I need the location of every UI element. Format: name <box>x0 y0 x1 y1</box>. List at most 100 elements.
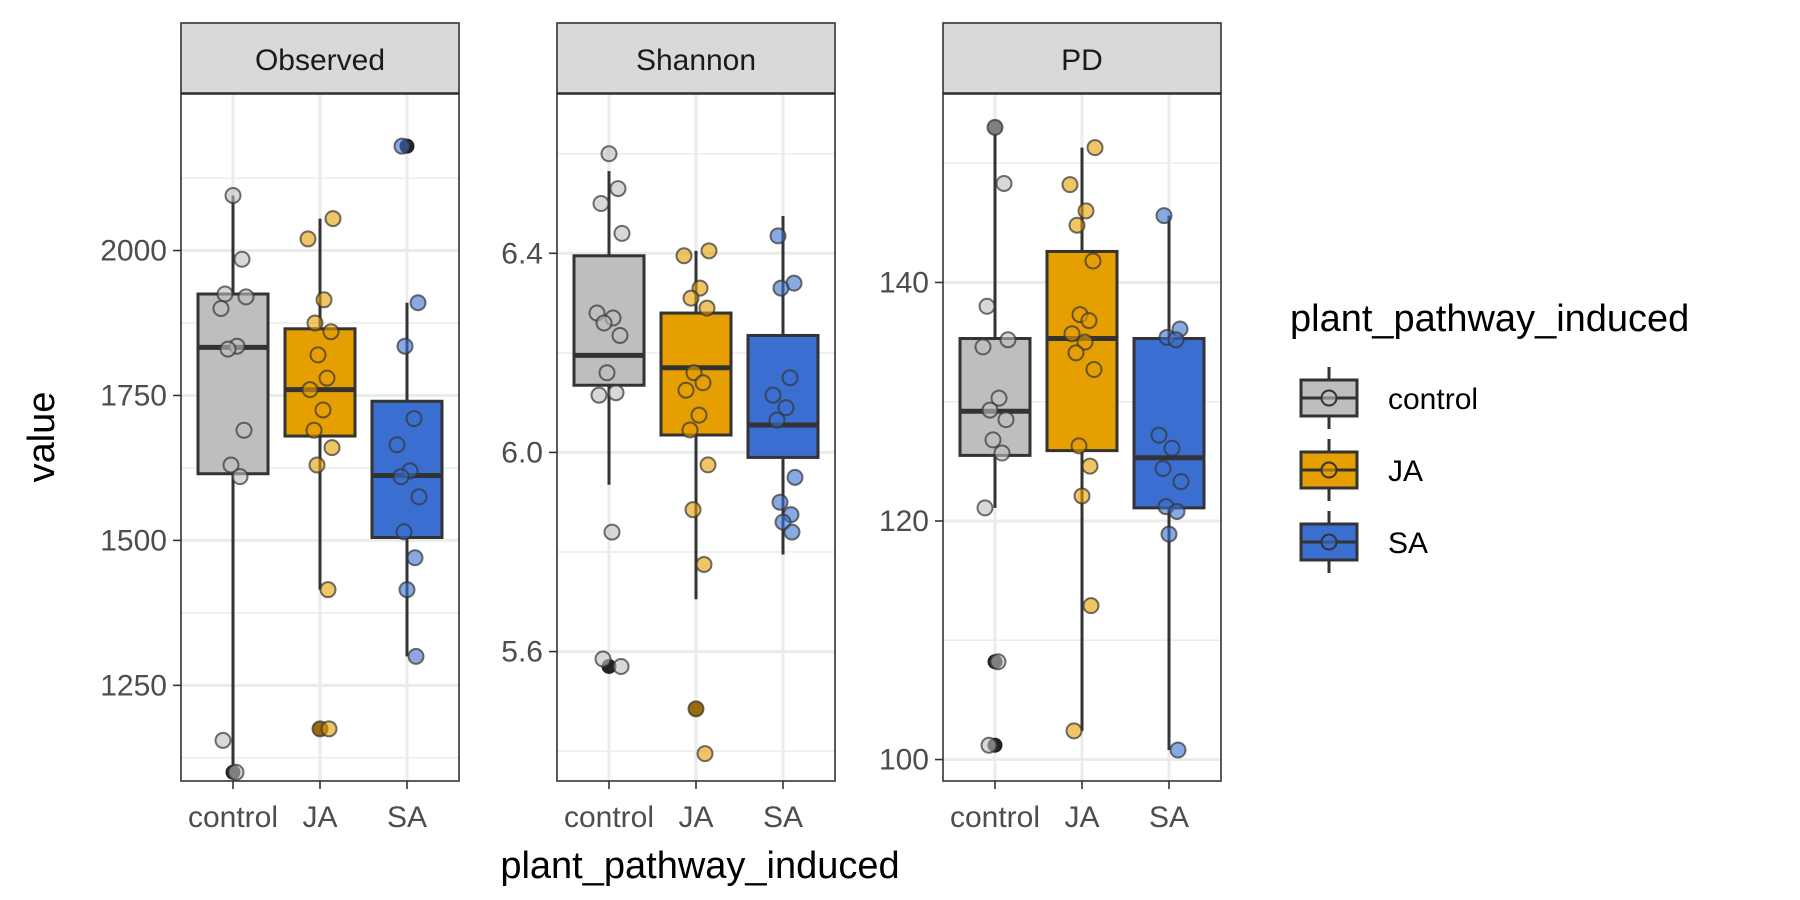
data-point <box>1154 460 1172 478</box>
data-point <box>986 118 1004 136</box>
data-point <box>1085 361 1103 379</box>
legend-label: control <box>1388 383 1478 416</box>
data-point <box>777 399 795 417</box>
data-point <box>299 230 317 248</box>
data-point <box>212 300 230 318</box>
data-point <box>1076 333 1094 351</box>
data-point <box>410 488 428 506</box>
y-tick-label: 140 <box>879 266 929 299</box>
data-point <box>1167 331 1185 349</box>
y-tick-label: 1750 <box>100 379 167 412</box>
data-point <box>214 731 232 749</box>
data-point <box>595 314 613 332</box>
strip-background <box>942 22 1222 94</box>
data-point <box>700 242 718 260</box>
data-point <box>974 338 992 356</box>
box-iqr <box>1132 337 1206 510</box>
data-point <box>305 421 323 439</box>
data-point <box>768 411 786 429</box>
data-point <box>1065 722 1083 740</box>
data-point <box>981 401 999 419</box>
panel-observed: Observed 1250 1500 1750 2000 control JA SA <box>100 22 460 834</box>
data-point <box>598 364 616 382</box>
data-point <box>694 374 712 392</box>
legend-item-control: control <box>1299 367 1478 429</box>
data-point <box>1086 139 1104 157</box>
y-axis-title: value <box>21 392 63 483</box>
data-point <box>1172 473 1190 491</box>
panel-shannon: Shannon 5.6 6.0 6.4 control JA SA <box>501 22 836 834</box>
data-point <box>235 421 253 439</box>
data-point <box>990 389 1008 407</box>
data-point <box>395 523 413 541</box>
y-tick-label: 6.0 <box>501 436 543 469</box>
data-point <box>319 581 337 599</box>
data-point <box>592 195 610 213</box>
data-point <box>306 314 324 332</box>
y-tick-label: 5.6 <box>501 636 543 669</box>
legend-item-sa: SA <box>1299 511 1428 573</box>
data-point <box>769 227 787 245</box>
data-point <box>318 369 336 387</box>
y-tick-label: 1250 <box>100 669 167 702</box>
box-sa <box>1132 215 1206 750</box>
data-point <box>308 456 326 474</box>
data-point <box>1068 216 1086 234</box>
x-tick-label: SA <box>387 801 427 834</box>
data-point <box>405 410 423 428</box>
data-point <box>609 180 627 198</box>
data-point <box>315 291 333 309</box>
x-tick-label: JA <box>678 801 713 834</box>
data-point <box>677 381 695 399</box>
data-point <box>392 468 410 486</box>
data-point <box>1169 741 1187 759</box>
data-point <box>1163 439 1181 457</box>
data-point <box>231 468 249 486</box>
box-iqr <box>196 292 270 476</box>
y-tick-label: 1500 <box>100 524 167 557</box>
data-point <box>612 658 630 675</box>
strip-background <box>180 22 460 94</box>
data-point <box>997 411 1015 429</box>
y-tick-label: 100 <box>879 744 929 777</box>
strip-label: Shannon <box>636 44 756 77</box>
data-point <box>314 401 332 419</box>
y-tick-label: 6.4 <box>501 237 543 270</box>
data-point <box>786 468 804 486</box>
data-point <box>613 224 631 242</box>
data-point <box>388 436 406 454</box>
y-tick-label: 120 <box>879 505 929 538</box>
data-point <box>237 288 255 306</box>
data-point <box>224 186 242 204</box>
data-point <box>1160 525 1178 543</box>
x-tick-label: SA <box>763 801 803 834</box>
data-point <box>1084 252 1102 270</box>
data-point <box>675 247 693 265</box>
strip-label: Observed <box>255 44 385 77</box>
legend-label: JA <box>1388 455 1423 488</box>
data-point <box>409 294 427 312</box>
data-point <box>1061 176 1079 194</box>
data-point <box>222 456 240 474</box>
data-point <box>781 369 799 387</box>
data-point <box>783 523 801 541</box>
data-point <box>233 250 251 268</box>
data-point <box>1150 426 1168 444</box>
data-point <box>322 323 340 341</box>
x-tick-label: JA <box>302 801 337 834</box>
legend: plant_pathway_induced control JA SA <box>1290 298 1689 573</box>
data-point <box>980 736 998 754</box>
data-point <box>1082 597 1100 615</box>
panel-pd: PD 100 120 140 control JA SA <box>879 22 1222 834</box>
data-point <box>690 406 708 424</box>
data-point <box>320 720 338 738</box>
legend-key-point <box>1320 533 1338 551</box>
data-point <box>600 145 618 163</box>
data-point <box>1080 312 1098 330</box>
data-point <box>1168 502 1186 520</box>
data-point <box>603 523 621 541</box>
x-axis-title: plant_pathway_induced <box>500 845 899 887</box>
data-point <box>771 493 789 511</box>
data-point <box>301 381 319 399</box>
data-point <box>1155 207 1173 225</box>
